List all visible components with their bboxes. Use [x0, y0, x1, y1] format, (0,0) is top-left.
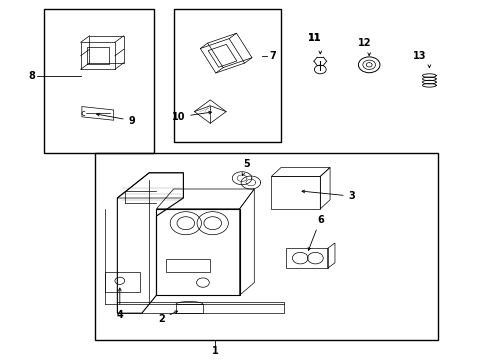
Text: 1: 1: [211, 346, 218, 356]
Bar: [176, 304, 203, 313]
Text: 13: 13: [412, 51, 426, 61]
Bar: [105, 272, 140, 292]
Text: 7: 7: [269, 51, 276, 61]
Text: 8: 8: [28, 71, 35, 81]
Text: 12: 12: [357, 38, 370, 48]
Bar: [95, 153, 437, 340]
Text: 11: 11: [307, 33, 321, 43]
Text: 11: 11: [307, 33, 321, 43]
Text: 5: 5: [242, 159, 250, 176]
Bar: [166, 259, 210, 272]
Bar: [173, 9, 281, 142]
Text: 10: 10: [171, 111, 211, 122]
Text: 6: 6: [307, 215, 323, 250]
Text: 9: 9: [96, 113, 135, 126]
Bar: [44, 9, 154, 153]
Text: 2: 2: [158, 311, 177, 324]
Text: 4: 4: [116, 288, 123, 320]
Text: 3: 3: [302, 190, 355, 201]
